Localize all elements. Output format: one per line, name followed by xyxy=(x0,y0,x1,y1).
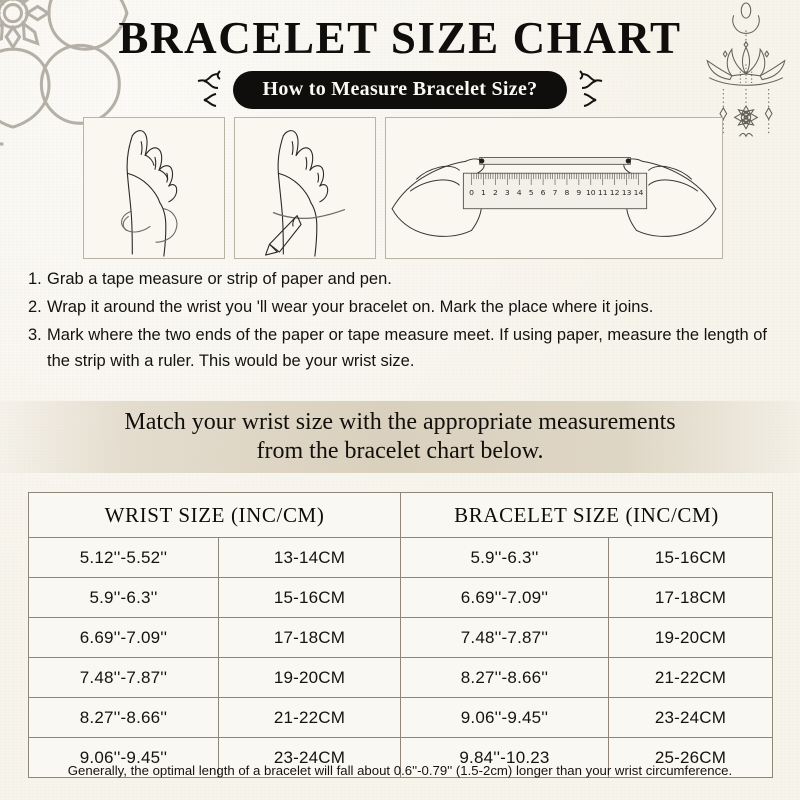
svg-text:2: 2 xyxy=(493,188,498,197)
table-cell: 9.06''-9.45'' xyxy=(400,697,609,738)
table-row: 5.9''-6.3'' 15-16CM 6.69''-7.09'' 17-18CM xyxy=(28,577,773,618)
header-bracelet-size: BRACELET SIZE (INC/CM) xyxy=(400,492,773,538)
match-wrist-size-banner: Match your wrist size with the appropria… xyxy=(0,401,800,473)
illustration-hand-with-tape xyxy=(83,117,225,259)
hands-measuring-strip-with-ruler-icon: 0 1 2 3 4 5 6 7 8 9 10 11 12 13 14 xyxy=(391,156,717,237)
step-number: 3. xyxy=(28,326,42,345)
svg-text:7: 7 xyxy=(553,188,558,197)
table-cell: 23-24CM xyxy=(218,737,401,778)
table-cell: 19-20CM xyxy=(218,657,401,698)
table-row: 9.06''-9.45'' 23-24CM 9.84''-10.23 25-26CM xyxy=(28,737,773,778)
step-text: Mark where the two ends of the paper or … xyxy=(47,326,767,371)
svg-text:3: 3 xyxy=(505,188,510,197)
table-cell: 19-20CM xyxy=(608,617,773,658)
footnote-text: Generally, the optimal length of a brace… xyxy=(67,763,733,778)
illustration-panels: 0 1 2 3 4 5 6 7 8 9 10 11 12 13 14 xyxy=(83,117,723,259)
hand-marking-wrist-with-pen-icon xyxy=(265,130,346,257)
table-cell: 8.27''-8.66'' xyxy=(28,697,219,738)
table-cell: 8.27''-8.66'' xyxy=(400,657,609,698)
mandala-flower-icon xyxy=(0,0,129,146)
table-cell: 15-16CM xyxy=(218,577,401,618)
ruler-number-labels: 0 1 2 3 4 5 6 7 8 9 10 11 12 13 14 xyxy=(469,188,643,197)
svg-text:0: 0 xyxy=(469,188,474,197)
table-cell: 13-14CM xyxy=(218,537,401,578)
table-cell: 17-18CM xyxy=(218,617,401,658)
table-row: 8.27''-8.66'' 21-22CM 9.06''-9.45'' 23-24CM xyxy=(28,697,773,738)
banner-line-1: Match your wrist size with the appropria… xyxy=(124,408,676,435)
table-row: 6.69''-7.09'' 17-18CM 7.48''-7.87'' 19-20CM xyxy=(28,617,773,658)
svg-text:10: 10 xyxy=(586,188,596,197)
svg-text:8: 8 xyxy=(565,188,570,197)
step-number: 2. xyxy=(28,298,42,317)
table-cell: 21-22CM xyxy=(608,657,773,698)
table-header-row: WRIST SIZE (INC/CM) BRACELET SIZE (INC/C… xyxy=(28,492,773,538)
banner-line-2: from the bracelet chart below. xyxy=(256,438,544,464)
illustration-ruler-measurement: 0 1 2 3 4 5 6 7 8 9 10 11 12 13 14 xyxy=(385,117,723,259)
table-body: 5.12''-5.52'' 13-14CM 5.9''-6.3'' 15-16CM 5.… xyxy=(28,537,773,778)
table-cell: 23-24CM xyxy=(608,697,773,738)
list-item: 1. Grab a tape measure or strip of paper… xyxy=(28,266,776,292)
bracelet-size-table: WRIST SIZE (INC/CM) BRACELET SIZE (INC/C… xyxy=(28,492,773,778)
measure-steps-list: 1. Grab a tape measure or strip of paper… xyxy=(28,266,776,376)
table-cell: 5.9''-6.3'' xyxy=(400,537,609,578)
flourish-ornament-icon xyxy=(579,70,603,107)
svg-text:1: 1 xyxy=(481,188,486,197)
svg-text:6: 6 xyxy=(541,188,546,197)
hand-with-tape-around-wrist-icon xyxy=(121,130,178,257)
page-title: BRACELET SIZE CHART xyxy=(118,13,682,63)
lotus-moon-icon xyxy=(706,2,786,138)
list-item: 3. Mark where the two ends of the paper … xyxy=(28,322,776,374)
size-table-wrapper: WRIST SIZE (INC/CM) BRACELET SIZE (INC/C… xyxy=(28,492,773,778)
table-cell: 7.48''-7.87'' xyxy=(28,657,219,698)
table-cell: 9.06''-9.45'' xyxy=(28,737,219,778)
table-cell: 5.12''-5.52'' xyxy=(28,537,219,578)
step-text: Grab a tape measure or strip of paper an… xyxy=(47,270,392,288)
table-cell: 21-22CM xyxy=(218,697,401,738)
table-cell: 6.69''-7.09'' xyxy=(400,577,609,618)
illustration-hand-marking-wrist xyxy=(234,117,376,259)
table-cell: 17-18CM xyxy=(608,577,773,618)
svg-text:13: 13 xyxy=(622,188,632,197)
ruler-ticks xyxy=(471,173,639,186)
how-to-measure-badge: How to Measure Bracelet Size? xyxy=(232,71,568,109)
table-row: 7.48''-7.87'' 19-20CM 8.27''-8.66'' 21-22CM xyxy=(28,657,773,698)
banner-text: Match your wrist size with the appropria… xyxy=(84,408,715,467)
flourish-ornament-icon xyxy=(197,70,221,107)
svg-text:9: 9 xyxy=(576,188,581,197)
svg-text:5: 5 xyxy=(529,188,534,197)
table-cell: 6.69''-7.09'' xyxy=(28,617,219,658)
svg-text:4: 4 xyxy=(517,188,522,197)
table-cell: 5.9''-6.3'' xyxy=(28,577,219,618)
table-row: 5.12''-5.52'' 13-14CM 5.9''-6.3'' 15-16CM xyxy=(28,537,773,578)
table-cell: 9.84''-10.23 xyxy=(400,737,609,778)
table-cell: 15-16CM xyxy=(608,537,773,578)
badge-row: How to Measure Bracelet Size? xyxy=(0,68,800,112)
svg-text:14: 14 xyxy=(634,188,644,197)
table-cell: 25-26CM xyxy=(608,737,773,778)
step-number: 1. xyxy=(28,270,42,288)
table-cell: 7.48''-7.87'' xyxy=(400,617,609,658)
header-wrist-size: WRIST SIZE (INC/CM) xyxy=(28,492,401,538)
svg-text:12: 12 xyxy=(610,188,620,197)
step-text: Wrap it around the wrist you 'll wear yo… xyxy=(47,298,654,317)
list-item: 2. Wrap it around the wrist you 'll wear… xyxy=(28,294,776,320)
svg-text:11: 11 xyxy=(598,188,608,197)
